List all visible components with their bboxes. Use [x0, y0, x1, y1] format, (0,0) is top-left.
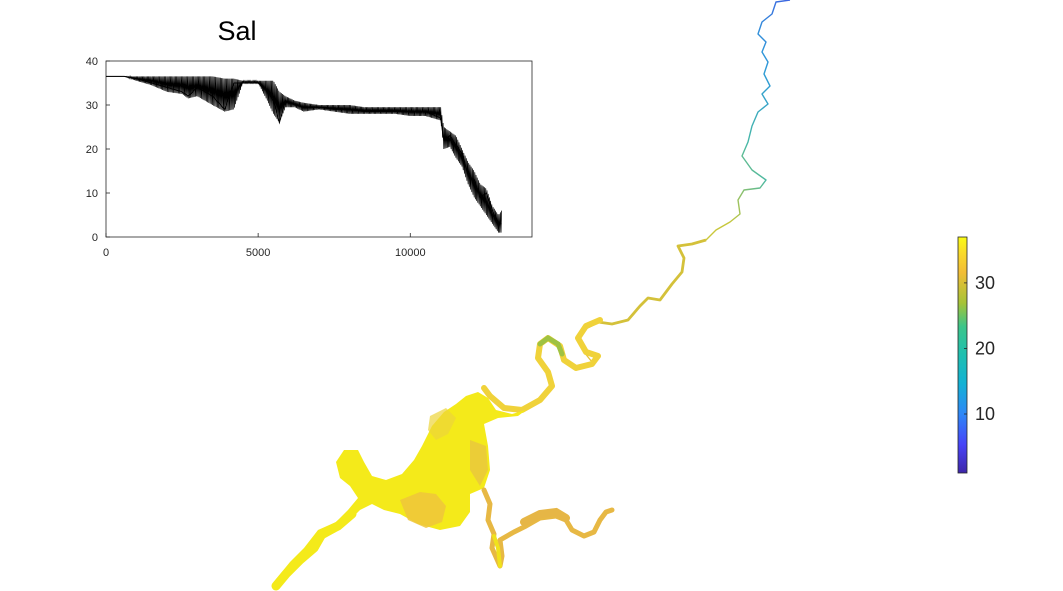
- salinity-series: [106, 75, 502, 233]
- right-tributary-yellow: [492, 534, 502, 568]
- lower-river-channel: [481, 317, 603, 413]
- colorbar: 10 20 30: [957, 236, 995, 474]
- series-line: [106, 75, 502, 233]
- x-tick-label: 0: [103, 247, 109, 259]
- colorbar-tick-label: 30: [975, 273, 995, 293]
- salinity-inset-plot: Sal 0 5000 10000 0 10 20 30 40: [86, 16, 533, 259]
- y-tick-label: 40: [86, 56, 98, 68]
- colorbar-ticks: 10 20 30: [964, 273, 995, 424]
- river-bend-green: [537, 334, 565, 357]
- right-tributary-wide: [520, 507, 570, 526]
- y-tick-label: 0: [92, 232, 98, 244]
- left-tributary: [271, 509, 357, 591]
- series-mean-line: [106, 75, 502, 225]
- estuary-main-body: [272, 392, 526, 588]
- upper-river-channel: [577, 0, 791, 363]
- estuary-orange-patch: [400, 492, 446, 528]
- mid-river-channel: [585, 238, 707, 330]
- estuary-upper-lobe: [428, 408, 456, 440]
- y-tick-label: 10: [86, 188, 98, 200]
- x-tick-label: 5000: [246, 247, 270, 259]
- y-tick-label: 30: [86, 100, 98, 112]
- plot-title: Sal: [217, 16, 256, 46]
- x-axis-ticks: 0 5000 10000: [103, 233, 426, 259]
- river-map: [271, 0, 791, 591]
- right-tributary: [481, 487, 615, 569]
- y-axis-ticks: 0 10 20 30 40: [86, 56, 110, 244]
- estuary-orange-patch-2: [470, 440, 488, 486]
- y-tick-label: 20: [86, 144, 98, 156]
- colorbar-tick-label: 10: [975, 404, 995, 424]
- x-tick-label: 10000: [395, 247, 426, 259]
- colorbar-gradient: [957, 236, 968, 474]
- colorbar-tick-label: 20: [975, 338, 995, 358]
